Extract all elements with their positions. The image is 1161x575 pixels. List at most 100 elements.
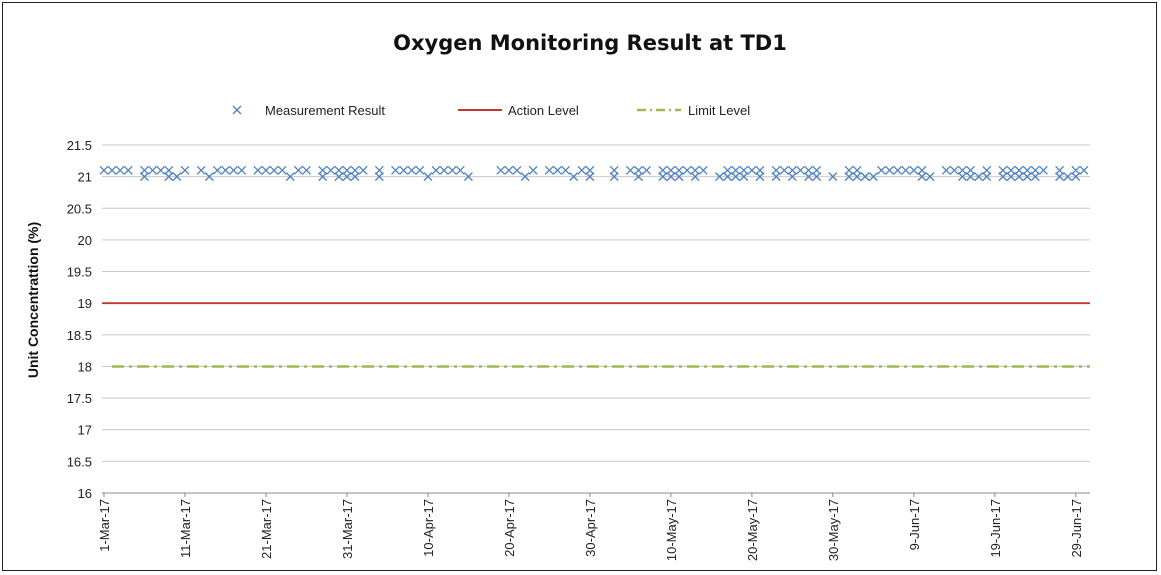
measurement-point [949, 165, 959, 175]
y-axis-label: Unit Concentrattion (%) [25, 222, 41, 378]
measurement-point [431, 165, 441, 175]
y-tick-label: 21 [78, 170, 92, 185]
measurement-point [140, 172, 149, 182]
measurement-point [196, 165, 206, 175]
measurement-point [269, 165, 279, 175]
measurement-point [1022, 165, 1032, 175]
measurement-point [544, 165, 554, 175]
measurement-point [439, 165, 449, 175]
measurement-point [698, 165, 708, 175]
measurement-point [885, 165, 895, 175]
measurement-point [812, 172, 822, 182]
measurement-point [666, 172, 676, 182]
measurement-point [342, 172, 352, 182]
measurement-point [512, 165, 522, 175]
measurement-point [374, 165, 384, 175]
measurement-point [901, 165, 911, 175]
measurement-point [277, 165, 287, 175]
measurement-point [917, 172, 927, 182]
legend-marker-measurement [232, 105, 242, 115]
measurement-point [577, 165, 587, 175]
legend-item-limit: Limit Level [637, 103, 750, 118]
measurement-point [164, 165, 174, 175]
measurement-point [455, 165, 465, 175]
measurement-point [917, 165, 927, 175]
measurement-point [771, 165, 781, 175]
x-tick-label: 30-May-17 [826, 499, 841, 561]
measurement-point [779, 165, 789, 175]
measurement-point [804, 165, 814, 175]
measurement-point [860, 172, 870, 182]
x-tick-label: 31-Mar-17 [340, 499, 355, 559]
measurement-point [674, 172, 684, 182]
measurement-point [391, 165, 401, 175]
x-tick-label: 10-Apr-17 [421, 499, 436, 557]
legend-label-limit: Limit Level [688, 103, 750, 118]
measurement-point [261, 165, 271, 175]
measurement-point [237, 165, 247, 175]
measurement-point [966, 172, 975, 182]
measurement-point [172, 172, 182, 182]
measurement-point [634, 172, 643, 182]
measurement-point [909, 165, 919, 175]
measurement-point [148, 165, 158, 175]
measurement-point [334, 172, 344, 182]
measurement-point [504, 165, 514, 175]
legend-item-measurement: Measurement Result [232, 103, 385, 118]
measurement-point [496, 165, 506, 175]
measurement-point [463, 172, 473, 182]
y-tick-label: 20.5 [67, 201, 92, 216]
measurement-point [1055, 172, 1065, 182]
measurement-point [407, 165, 417, 175]
measurement-point [399, 165, 409, 175]
measurement-point [1022, 172, 1032, 182]
measurement-point [1071, 165, 1081, 175]
measurement-point [674, 165, 684, 175]
measurement-point [585, 172, 595, 182]
measurement-point [998, 172, 1008, 182]
measurement-point [723, 165, 733, 175]
measurement-point [520, 172, 530, 182]
measurement-point [625, 165, 635, 175]
x-tick-label: 20-May-17 [745, 499, 760, 561]
measurement-point [1006, 165, 1016, 175]
measurement-point [609, 165, 619, 175]
measurement-point [844, 172, 854, 182]
measurement-point [1030, 165, 1040, 175]
measurement-point [107, 165, 117, 175]
measurement-point [423, 172, 433, 182]
legend-label-action: Action Level [508, 103, 579, 118]
measurement-point [787, 165, 797, 175]
measurement-point [731, 165, 741, 175]
measurement-point [893, 165, 903, 175]
measurement-point [634, 165, 643, 175]
gridlines [102, 144, 1090, 494]
measurement-point [868, 172, 878, 182]
measurement-point [982, 165, 992, 175]
measurement-point [957, 165, 967, 175]
measurement-point [739, 165, 749, 175]
measurement-point [812, 165, 822, 175]
measurement-point [99, 165, 109, 175]
x-tick-label: 19-Jun-17 [988, 499, 1003, 558]
measurement-point [771, 172, 781, 182]
measurement-point [212, 165, 222, 175]
measurement-point [123, 165, 133, 175]
measurement-point [1030, 172, 1040, 182]
measurement-point [350, 172, 360, 182]
measurement-point [804, 172, 814, 182]
measurement-point [642, 165, 652, 175]
measurement-point [828, 172, 838, 182]
x-tick-label: 30-Apr-17 [583, 499, 598, 557]
x-tick-label: 1-Mar-17 [97, 499, 112, 552]
measurement-point [739, 172, 749, 182]
y-tick-label: 19 [78, 296, 92, 311]
x-tick-label: 11-Mar-17 [178, 499, 193, 558]
measurement-point [755, 165, 765, 175]
measurement-point [957, 172, 967, 182]
x-tick-label: 20-Apr-17 [502, 499, 517, 557]
measurement-point [415, 165, 425, 175]
y-tick-label: 20 [78, 233, 92, 248]
measurement-point [140, 165, 149, 175]
y-tick-label: 18 [78, 359, 92, 374]
